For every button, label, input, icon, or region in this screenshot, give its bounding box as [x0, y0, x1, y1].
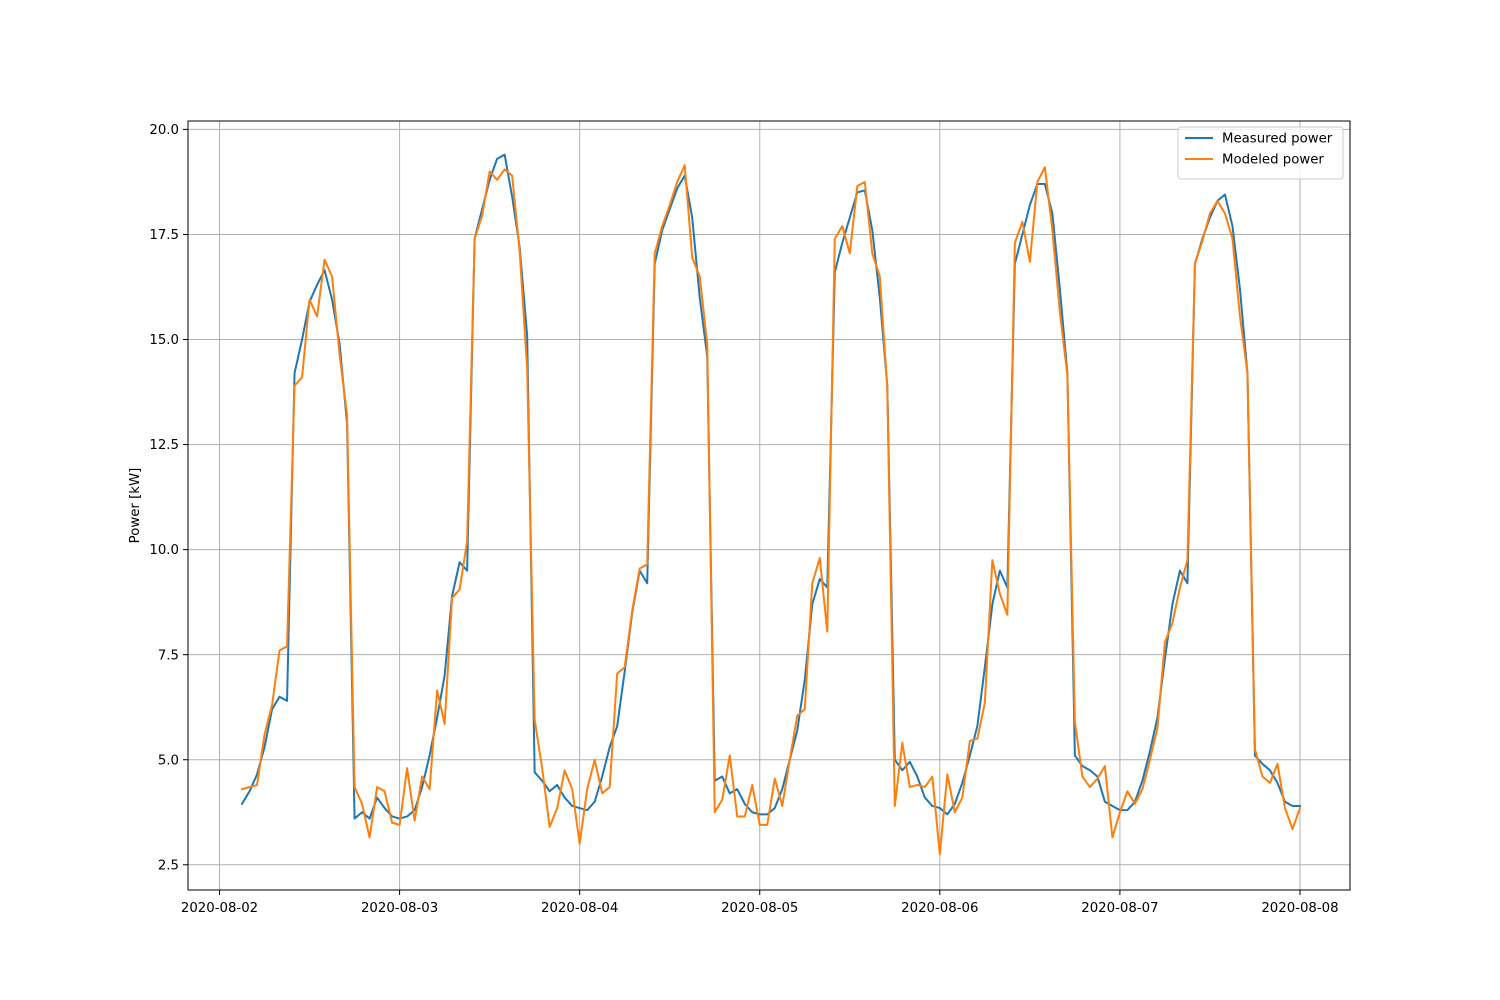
modeled-power-line — [240, 164, 1302, 856]
axes-frame — [187, 120, 1351, 891]
grid — [188, 121, 1350, 890]
series-layer — [240, 153, 1302, 856]
y-axis-label: Power [kW] — [128, 468, 143, 544]
y-tick-label: 5.0 — [158, 753, 179, 768]
y-tick-label: 7.5 — [158, 648, 179, 663]
legend-box — [1177, 126, 1344, 180]
y-tick-label: 2.5 — [158, 858, 179, 873]
y-tick-label: 20.0 — [149, 123, 179, 138]
x-tick-label: 2020-08-03 — [361, 901, 438, 916]
legend: Measured power Modeled power — [1177, 126, 1344, 180]
x-tick-label: 2020-08-07 — [1081, 901, 1158, 916]
x-tick-label: 2020-08-05 — [721, 901, 798, 916]
x-tick-label: 2020-08-08 — [1261, 901, 1338, 916]
plot-area — [188, 121, 1350, 890]
legend-label: Measured power — [1222, 132, 1333, 147]
y-tick-label: 17.5 — [149, 228, 179, 243]
x-tick-label: 2020-08-06 — [901, 901, 978, 916]
x-axis: 2020-08-02 2020-08-03 2020-08-04 2020-08-05… — [181, 890, 1339, 916]
y-tick-label: 10.0 — [149, 543, 179, 558]
y-axis: 2.5 5.0 7.5 10.0 12.5 15.0 17.5 20.0 — [149, 123, 188, 873]
y-tick-label: 15.0 — [149, 333, 179, 348]
y-tick-label: 12.5 — [149, 438, 179, 453]
x-tick-label: 2020-08-02 — [181, 901, 258, 916]
x-tick-label: 2020-08-04 — [541, 901, 618, 916]
legend-label: Modeled power — [1222, 153, 1324, 168]
